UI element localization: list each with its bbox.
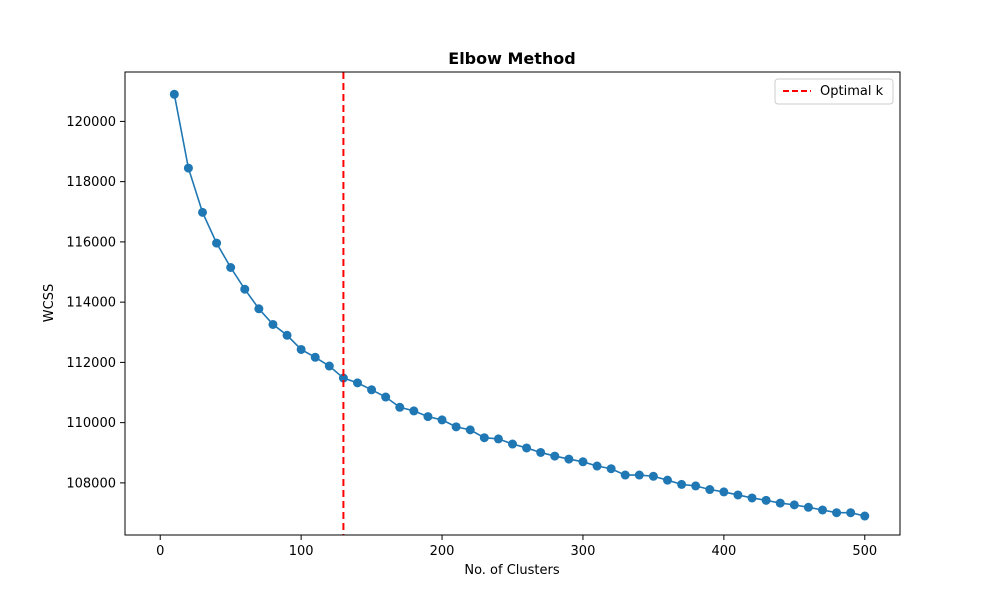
data-point — [648, 471, 658, 481]
axes-frame — [124, 71, 901, 536]
data-point — [212, 238, 222, 248]
data-point — [338, 373, 348, 383]
data-point — [409, 406, 419, 416]
data-point — [705, 485, 715, 495]
x-tick-label: 0 — [156, 544, 164, 559]
data-point — [465, 425, 475, 435]
data-point — [479, 433, 489, 443]
data-point — [324, 361, 334, 371]
data-point — [183, 163, 193, 173]
data-point — [423, 412, 433, 422]
y-tick-label: 112000 — [66, 356, 116, 371]
data-point — [508, 439, 517, 449]
data-point — [226, 263, 236, 272]
data-point — [240, 284, 250, 294]
data-point — [761, 495, 771, 505]
data-point — [578, 457, 588, 467]
data-point — [169, 89, 179, 99]
data-point — [437, 415, 447, 425]
x-tick-label: 400 — [711, 544, 736, 559]
data-point — [606, 464, 616, 474]
data-point — [353, 378, 362, 388]
data-point — [296, 344, 306, 354]
legend-label: Optimal k — [820, 84, 884, 99]
y-axis-label: WCSS — [42, 284, 57, 322]
data-point — [564, 454, 574, 464]
data-point — [803, 502, 813, 512]
data-point — [789, 500, 799, 510]
data-point — [832, 508, 842, 518]
data-point — [691, 481, 701, 491]
data-point — [451, 422, 461, 432]
data-point — [775, 498, 785, 508]
data-point — [592, 461, 602, 471]
legend: Optimal k — [774, 78, 894, 105]
legend-box — [774, 78, 894, 105]
data-point — [733, 490, 743, 500]
data-point — [395, 402, 405, 412]
plot-area — [169, 72, 870, 535]
y-tick-label: 114000 — [66, 296, 116, 311]
data-point — [254, 304, 264, 314]
axis-ticks: 0 100 200 300 400 500 108000 110000 112000 114000… — [66, 115, 877, 559]
data-point — [846, 508, 856, 518]
data-point — [282, 330, 292, 340]
x-tick-label: 200 — [430, 544, 455, 559]
x-tick-label: 100 — [289, 544, 314, 559]
data-point — [522, 443, 532, 453]
y-tick-label: 120000 — [66, 115, 116, 130]
data-point — [663, 475, 672, 485]
data-point — [310, 352, 320, 362]
data-point — [677, 479, 687, 489]
y-tick-label: 108000 — [66, 476, 116, 491]
y-tick-label: 110000 — [66, 416, 116, 431]
x-tick-label: 500 — [852, 544, 877, 559]
data-point — [747, 493, 757, 503]
data-point — [536, 447, 546, 457]
data-point — [367, 385, 377, 395]
data-point — [550, 451, 560, 461]
data-point — [381, 392, 391, 402]
x-tick-label: 300 — [571, 544, 596, 559]
y-tick-label: 116000 — [66, 235, 116, 250]
data-point — [818, 505, 827, 515]
data-point — [268, 319, 278, 329]
data-point — [634, 470, 644, 480]
data-point — [719, 487, 729, 497]
data-point — [860, 511, 870, 521]
data-point — [493, 434, 503, 444]
chart-title: Elbow Method — [448, 49, 575, 68]
y-tick-label: 118000 — [66, 175, 116, 190]
x-axis-label: No. of Clusters — [464, 563, 560, 578]
data-point — [198, 207, 207, 217]
data-point — [620, 470, 630, 480]
